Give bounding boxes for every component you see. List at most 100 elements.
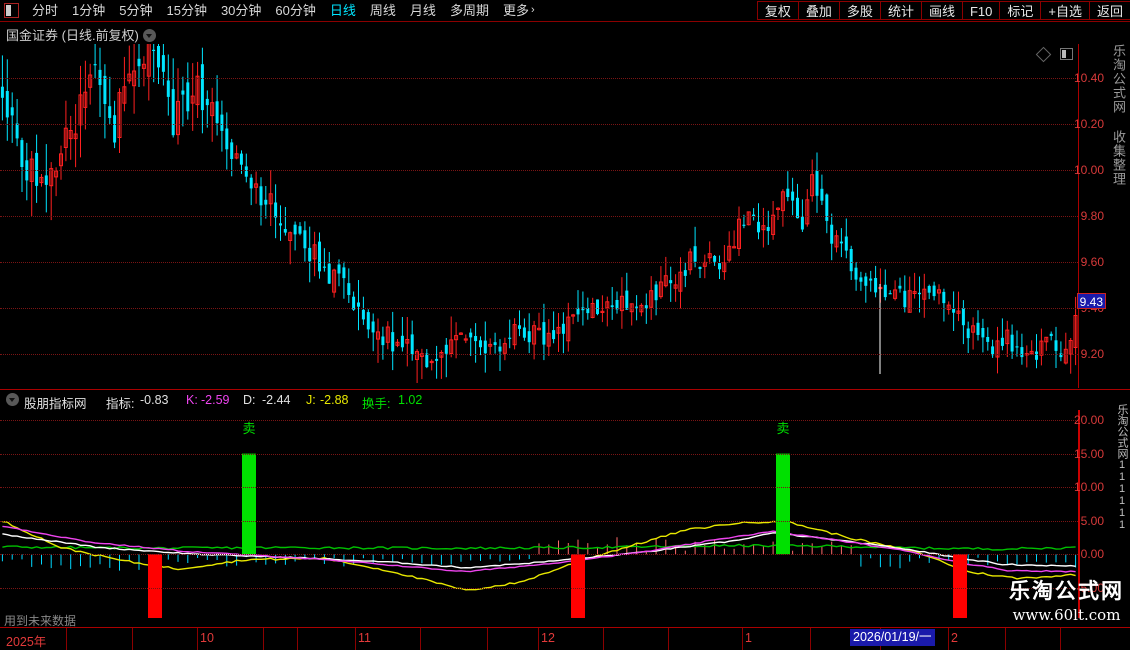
- price-watermark-strip: 乐淘公式网 收集整理: [1104, 44, 1130, 388]
- yellow-line: [2, 519, 1076, 591]
- indicator-site-name: 股朋指标网: [24, 397, 87, 411]
- watermark-url: www.60lt.com: [1012, 606, 1121, 624]
- date-axis-label: 1: [745, 631, 752, 645]
- action-button-group: 复权 叠加 多股 统计 画线 F10 标记 +自选 返回: [756, 0, 1130, 21]
- price-y-label: 10.00: [1073, 163, 1104, 178]
- sell-signal-bar: [242, 453, 256, 555]
- statistics-button[interactable]: 统计: [879, 1, 922, 20]
- chevron-down-circle-icon[interactable]: [6, 393, 19, 406]
- indicator-y-label: -5.00: [1076, 580, 1104, 595]
- j-value: -2.88: [320, 393, 349, 407]
- date-minor-tick: [1005, 628, 1006, 650]
- price-gridline: [0, 78, 1078, 80]
- date-axis-label: 12: [541, 631, 555, 645]
- f10-button[interactable]: F10: [961, 1, 1001, 20]
- price-gridline: [0, 307, 1078, 309]
- k-label: K:: [186, 393, 198, 407]
- price-gridline: [0, 261, 1078, 263]
- period-tab-weekly[interactable]: 周线: [369, 3, 396, 18]
- period-tab-15min[interactable]: 15分钟: [166, 3, 207, 18]
- period-tab-30min[interactable]: 30分钟: [220, 3, 262, 18]
- price-chart[interactable]: [0, 44, 1078, 388]
- price-gridline: [0, 124, 1078, 126]
- draw-line-button[interactable]: 画线: [920, 1, 963, 20]
- date-major-tick: [948, 628, 949, 650]
- panel-toggle-icon[interactable]: [4, 3, 19, 18]
- future-data-warning: 用到未来数据: [4, 614, 77, 628]
- sell-marker-label: 卖: [242, 421, 256, 436]
- indicator-y-label: 0.00: [1080, 547, 1104, 562]
- d-value: -2.44: [262, 393, 291, 407]
- indicator-y-label: 5.00: [1080, 513, 1104, 528]
- indicator-watermark-strip: 乐淘公式网111111: [1104, 402, 1130, 618]
- price-y-label: 10.40: [1073, 71, 1104, 86]
- date-axis-label: 2025年: [6, 635, 47, 649]
- d-label: D:: [243, 393, 256, 407]
- indicator-y-label: 15.00: [1073, 446, 1104, 461]
- watermark-vertical-text-2: 乐淘公式网111111: [1116, 404, 1128, 531]
- price-y-label: 9.60: [1080, 254, 1104, 269]
- price-y-label: 9.20: [1080, 346, 1104, 361]
- indicator-gridline: [0, 587, 1078, 589]
- page-title: 国金证券 (日线.前复权): [6, 25, 156, 44]
- add-watchlist-button[interactable]: +自选: [1040, 1, 1090, 20]
- period-tab-1min[interactable]: 1分钟: [72, 3, 106, 18]
- layout-icon[interactable]: [1060, 48, 1073, 60]
- price-gridline: [0, 353, 1078, 355]
- chevron-right-icon[interactable]: ›: [530, 4, 535, 16]
- buy-signal-bar: [953, 554, 967, 618]
- indicator-header: 股朋指标网 指标: -0.83 K: -2.59 D: -2.44 J: -2.…: [0, 389, 1130, 411]
- date-minor-tick: [132, 628, 133, 650]
- indicator-y-axis: 20.00 15.00 10.00 5.00 0.00 -5.00: [1074, 410, 1130, 618]
- date-minor-tick: [263, 628, 264, 650]
- back-button[interactable]: 返回: [1088, 1, 1130, 20]
- period-tab-monthly[interactable]: 月线: [409, 3, 436, 18]
- buy-signal-bar: [571, 554, 585, 618]
- indicator-svg: [1, 453, 1077, 618]
- price-y-label: 10.20: [1073, 117, 1104, 132]
- magenta-line: [2, 525, 1076, 573]
- price-gridline: [0, 216, 1078, 217]
- turnover-value: 1.02: [398, 393, 423, 407]
- turnover-label: 换手:: [362, 397, 391, 411]
- indicator-gridline: [0, 453, 1078, 455]
- indicator-chart[interactable]: 卖卖: [0, 410, 1078, 618]
- indicator-label: 指标:: [106, 397, 135, 411]
- sell-marker-label: 卖: [776, 421, 790, 436]
- date-minor-tick: [668, 628, 669, 650]
- period-tab-fenshi[interactable]: 分时: [32, 3, 59, 18]
- overlay-button[interactable]: 叠加: [797, 1, 840, 20]
- fuquan-button[interactable]: 复权: [756, 1, 799, 20]
- date-axis-label: 2: [951, 631, 958, 645]
- period-tab-60min[interactable]: 60分钟: [275, 3, 316, 18]
- multi-stock-button[interactable]: 多股: [838, 1, 881, 20]
- watermark-vertical-text: 乐淘公式网 收集整理: [1111, 44, 1126, 186]
- period-tab-5min[interactable]: 5分钟: [119, 3, 153, 18]
- cursor-date-tag: 2026/01/19/一: [850, 629, 935, 646]
- date-major-tick: [742, 628, 743, 650]
- indicator-gridline: [0, 420, 1078, 422]
- white-line: [2, 532, 1076, 569]
- mark-button[interactable]: 标记: [999, 1, 1042, 20]
- date-major-tick: [197, 628, 198, 650]
- period-tab-multi[interactable]: 多周期: [449, 3, 489, 18]
- date-major-tick: [355, 628, 356, 650]
- date-axis: 2025年 10 11 12 1 2 2026/01/19/一: [0, 627, 1130, 650]
- price-y-label: 9.80: [1080, 209, 1104, 223]
- period-tab-more[interactable]: 更多: [502, 3, 529, 18]
- indicator-gridline: [0, 520, 1078, 522]
- date-minor-tick: [810, 628, 811, 650]
- period-tab-group: 分时 1分钟 5分钟 15分钟 30分钟 60分钟 日线 周线 月线 多周期 更…: [0, 0, 543, 21]
- indicator-gridline: [0, 487, 1078, 489]
- indicator-y-label: 20.00: [1073, 413, 1104, 428]
- candlestick-svg: [0, 44, 1078, 383]
- date-axis-label: 10: [200, 631, 214, 645]
- last-price-tag: 9.43: [1076, 292, 1106, 309]
- chart-title-bar: 国金证券 (日线.前复权): [0, 22, 1130, 63]
- chevron-down-circle-icon[interactable]: [142, 29, 156, 42]
- price-gridline: [0, 170, 1078, 172]
- date-minor-tick: [297, 628, 298, 650]
- period-tab-daily[interactable]: 日线: [329, 3, 356, 18]
- indicator-y-label: 10.00: [1073, 480, 1104, 495]
